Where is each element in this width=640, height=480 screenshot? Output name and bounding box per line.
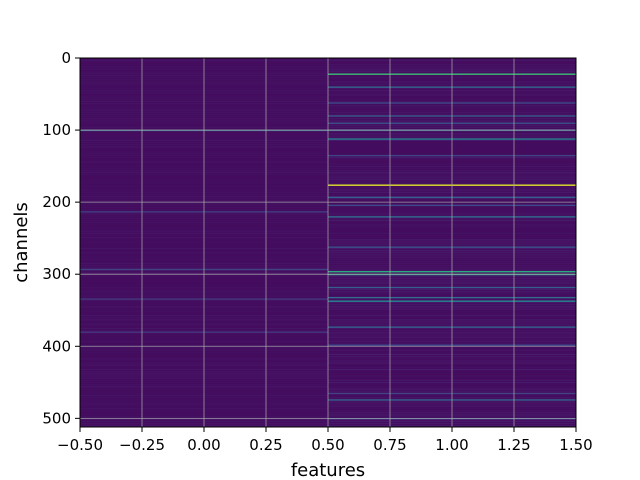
x-axis-label: features [291, 460, 365, 480]
y-axis-label: channels [11, 202, 32, 283]
y-tick-label: 0 [61, 49, 71, 67]
y-axis: 0 100 200 300 400 500 [42, 49, 80, 427]
x-axis: −0.50 −0.25 0.00 0.25 0.50 0.75 1.00 1.25 1.50 [57, 427, 593, 454]
x-tick-label: 0.00 [187, 436, 220, 454]
x-tick-label: 0.25 [249, 436, 282, 454]
x-tick-label: 1.25 [497, 436, 530, 454]
y-tick-label: 200 [42, 193, 71, 211]
x-tick-label: 0.75 [373, 436, 406, 454]
y-tick-label: 300 [42, 265, 71, 283]
x-tick-label: −0.50 [57, 436, 103, 454]
x-tick-label: 1.00 [435, 436, 468, 454]
x-tick-label: −0.25 [119, 436, 165, 454]
y-tick-label: 500 [42, 409, 71, 427]
x-tick-label: 1.50 [559, 436, 592, 454]
y-tick-label: 100 [42, 121, 71, 139]
y-tick-label: 400 [42, 337, 71, 355]
x-tick-label: 0.50 [311, 436, 344, 454]
